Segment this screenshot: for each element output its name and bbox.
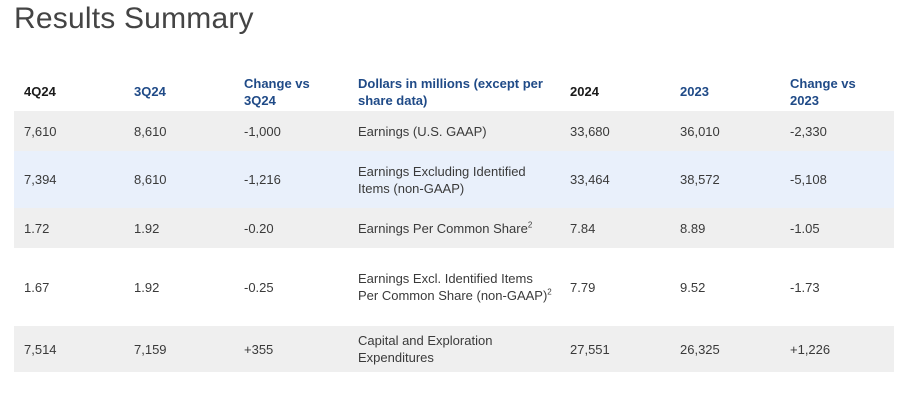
cell-2024: 33,464 <box>560 151 670 208</box>
cell-2023: 38,572 <box>670 151 780 208</box>
cell-4q24: 1.67 <box>14 248 124 326</box>
cell-2023: 26,325 <box>670 326 780 372</box>
header-change-vs-2023: Change vs 2023 <box>790 75 856 108</box>
table-row: 7,514 7,159 +355 Capital and Exploration… <box>14 326 894 372</box>
cell-change-vs-3q24: -1,000 <box>234 111 348 151</box>
cell-change-vs-3q24: -0.20 <box>234 208 348 248</box>
cell-2023: 8.89 <box>670 208 780 248</box>
cell-3q24: 1.92 <box>124 248 234 326</box>
cell-change-vs-2023: -5,108 <box>780 151 894 208</box>
footnote-marker: 2 <box>527 220 533 230</box>
cell-4q24: 7,514 <box>14 326 124 372</box>
cell-2023: 36,010 <box>670 111 780 151</box>
metric-label: Earnings Per Common Share <box>358 220 528 236</box>
header-2023: 2023 <box>680 84 709 99</box>
cell-metric: Earnings (U.S. GAAP) <box>348 111 560 151</box>
metric-label: Earnings Excluding Identified Items (non… <box>358 163 526 196</box>
results-summary-table: 4Q24 3Q24 Change vs 3Q24 Dollars in mill… <box>14 62 894 372</box>
cell-metric: Earnings Per Common Share2 <box>348 208 560 248</box>
cell-metric: Earnings Excl. Identified Items Per Comm… <box>348 248 560 326</box>
cell-change-vs-3q24: +355 <box>234 326 348 372</box>
cell-change-vs-2023: +1,226 <box>780 326 894 372</box>
cell-metric: Earnings Excluding Identified Items (non… <box>348 151 560 208</box>
cell-change-vs-2023: -1.05 <box>780 208 894 248</box>
cell-3q24: 8,610 <box>124 111 234 151</box>
header-change-vs-3q24: Change vs 3Q24 <box>244 75 310 108</box>
metric-label: Earnings Excl. Identified Items Per Comm… <box>358 271 548 303</box>
header-metric: Dollars in millions (except per share da… <box>358 75 543 108</box>
header-3q24: 3Q24 <box>134 84 166 99</box>
footnote-marker: 2 <box>547 287 552 297</box>
cell-2024: 27,551 <box>560 326 670 372</box>
cell-3q24: 8,610 <box>124 151 234 208</box>
cell-4q24: 1.72 <box>14 208 124 248</box>
metric-label: Capital and Exploration Expenditures <box>358 333 493 365</box>
cell-change-vs-3q24: -1,216 <box>234 151 348 208</box>
cell-4q24: 7,394 <box>14 151 124 208</box>
cell-4q24: 7,610 <box>14 111 124 151</box>
cell-2024: 33,680 <box>560 111 670 151</box>
cell-2023: 9.52 <box>670 248 780 326</box>
page-title: Results Summary <box>14 2 254 35</box>
cell-metric: Capital and Exploration Expenditures <box>348 326 560 372</box>
table-row: 1.67 1.92 -0.25 Earnings Excl. Identifie… <box>14 248 894 326</box>
header-4q24: 4Q24 <box>24 84 56 99</box>
cell-change-vs-2023: -1.73 <box>780 248 894 326</box>
cell-3q24: 7,159 <box>124 326 234 372</box>
cell-change-vs-2023: -2,330 <box>780 111 894 151</box>
cell-2024: 7.84 <box>560 208 670 248</box>
header-2024: 2024 <box>570 84 599 99</box>
table-row: 7,394 8,610 -1,216 Earnings Excluding Id… <box>14 151 894 208</box>
table-header-row: 4Q24 3Q24 Change vs 3Q24 Dollars in mill… <box>14 62 894 111</box>
cell-2024: 7.79 <box>560 248 670 326</box>
cell-3q24: 1.92 <box>124 208 234 248</box>
cell-change-vs-3q24: -0.25 <box>234 248 348 326</box>
table-row: 1.72 1.92 -0.20 Earnings Per Common Shar… <box>14 208 894 248</box>
metric-label: Earnings (U.S. GAAP) <box>358 123 487 139</box>
table-row: 7,610 8,610 -1,000 Earnings (U.S. GAAP) … <box>14 111 894 151</box>
